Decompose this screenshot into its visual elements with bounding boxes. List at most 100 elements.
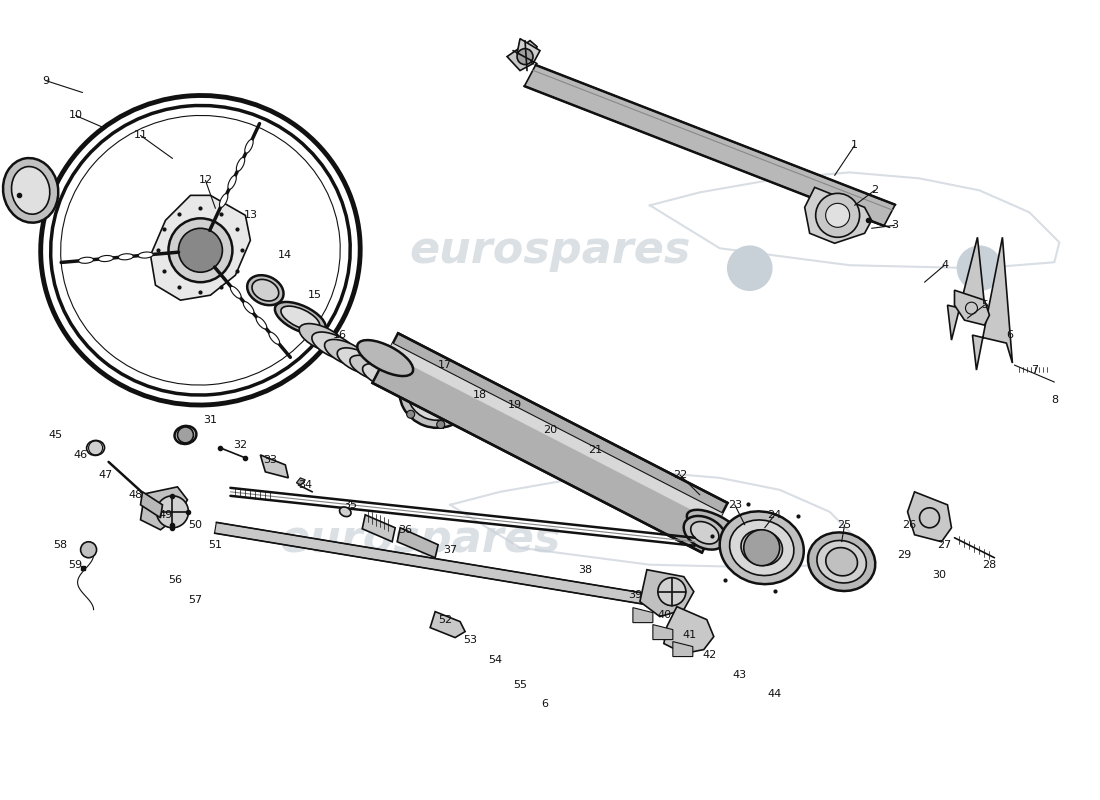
Polygon shape [805,187,871,243]
Ellipse shape [228,175,236,190]
Ellipse shape [358,340,414,376]
Text: 6: 6 [541,699,549,710]
Ellipse shape [808,533,876,591]
Text: 40: 40 [658,610,672,620]
Text: 10: 10 [68,110,82,121]
Ellipse shape [280,306,320,330]
Polygon shape [507,41,537,70]
Text: 1: 1 [851,141,858,150]
Ellipse shape [563,459,586,477]
Text: 38: 38 [578,565,592,574]
Text: 44: 44 [768,690,782,699]
Circle shape [455,372,463,380]
Circle shape [517,49,534,65]
Text: 3: 3 [891,220,898,230]
Text: 33: 33 [263,455,277,465]
Text: 31: 31 [204,415,218,425]
Polygon shape [955,290,989,325]
Ellipse shape [119,254,133,260]
Circle shape [177,427,194,443]
Ellipse shape [528,441,548,455]
Ellipse shape [558,455,593,481]
Text: eurospares: eurospares [409,229,691,272]
Text: 18: 18 [473,390,487,400]
Text: 19: 19 [508,400,522,410]
Circle shape [80,542,97,558]
Ellipse shape [350,355,390,381]
Text: 47: 47 [98,470,112,480]
Ellipse shape [78,258,94,263]
Text: 15: 15 [308,290,322,300]
Ellipse shape [275,302,326,334]
Text: 29: 29 [898,550,912,560]
Polygon shape [430,612,465,638]
Text: 59: 59 [68,560,82,570]
Polygon shape [653,625,673,639]
Text: 26: 26 [902,520,916,530]
Circle shape [178,228,222,272]
Polygon shape [632,608,653,622]
Ellipse shape [521,436,554,459]
Polygon shape [972,238,1012,370]
Text: 6: 6 [1005,330,1013,340]
Ellipse shape [312,332,356,360]
Text: 50: 50 [188,520,202,530]
Circle shape [744,530,780,566]
Text: 21: 21 [587,445,602,455]
Circle shape [957,246,1001,290]
Text: 55: 55 [513,679,527,690]
Ellipse shape [236,158,244,171]
Polygon shape [214,522,663,607]
Text: 5: 5 [981,300,988,310]
Circle shape [156,496,188,528]
Ellipse shape [299,324,345,353]
Polygon shape [908,492,952,542]
Text: 58: 58 [54,540,68,550]
Text: 34: 34 [298,480,312,490]
Ellipse shape [729,520,794,575]
Text: 25: 25 [837,520,851,530]
Text: 46: 46 [74,450,88,460]
Text: eurospares: eurospares [279,518,561,562]
Polygon shape [261,455,288,478]
Circle shape [407,410,415,418]
Ellipse shape [256,317,267,329]
Ellipse shape [252,279,278,301]
Circle shape [461,402,470,410]
Text: 57: 57 [188,594,202,605]
Ellipse shape [363,364,402,388]
Text: 53: 53 [463,634,477,645]
Text: 13: 13 [243,210,257,220]
Text: 4: 4 [940,260,948,270]
Text: 7: 7 [1031,365,1038,375]
Ellipse shape [340,507,351,517]
Circle shape [420,380,450,410]
Text: 43: 43 [733,670,747,679]
Ellipse shape [245,139,253,153]
Circle shape [426,362,433,370]
Circle shape [168,218,232,282]
Text: 54: 54 [488,654,502,665]
Circle shape [728,246,772,290]
Polygon shape [388,343,723,523]
Polygon shape [640,570,694,617]
Polygon shape [141,492,163,518]
Text: 24: 24 [768,510,782,520]
Text: 39: 39 [628,590,642,600]
Ellipse shape [87,441,104,455]
Circle shape [658,578,685,606]
Text: 49: 49 [158,510,173,520]
Text: 37: 37 [443,545,458,554]
Text: 42: 42 [703,650,717,659]
Ellipse shape [11,166,49,214]
Text: 23: 23 [728,500,741,510]
Polygon shape [664,606,714,654]
Ellipse shape [741,530,782,566]
Text: 56: 56 [168,574,183,585]
Text: 20: 20 [543,425,557,435]
Text: 22: 22 [673,470,688,480]
Circle shape [826,203,849,227]
Circle shape [437,421,444,429]
Text: 27: 27 [937,540,952,550]
Text: 12: 12 [198,175,212,186]
